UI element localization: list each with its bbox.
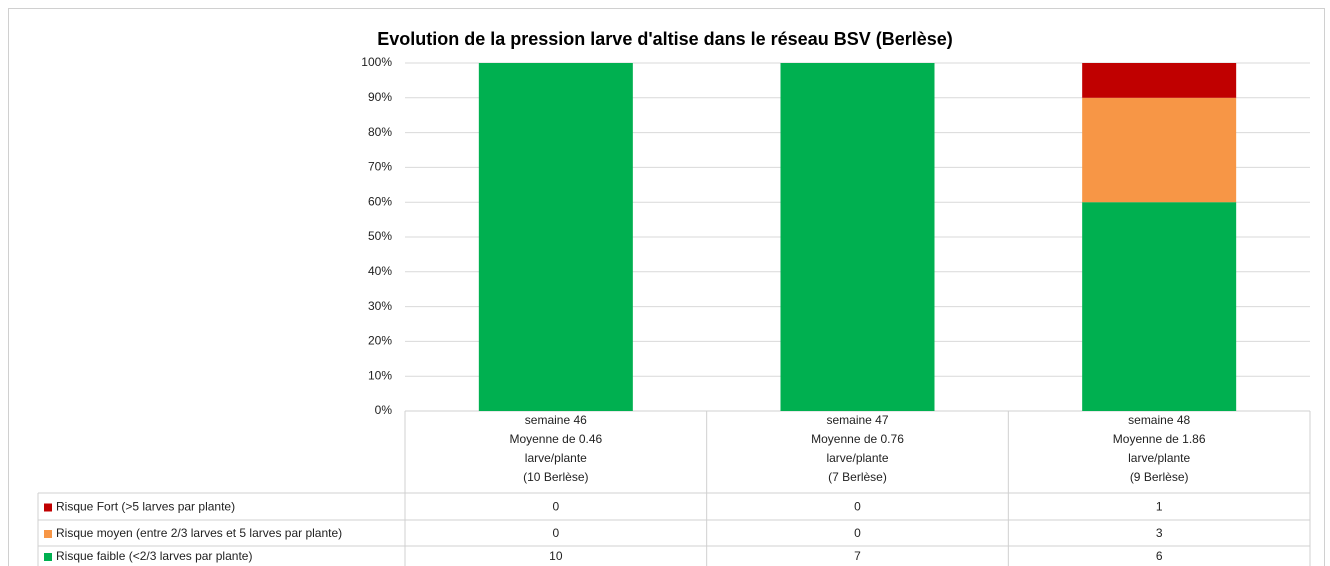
x-tick-label: larve/plante (826, 451, 888, 465)
x-tick-label: (7 Berlèse) (828, 470, 887, 484)
chart-title: Evolution de la pression larve d'altise … (377, 29, 953, 49)
bar-segment (478, 63, 633, 411)
y-tick-label: 10% (368, 368, 392, 382)
y-tick-label: 40% (368, 264, 392, 278)
table-value: 0 (552, 500, 559, 514)
bar-segment (780, 63, 935, 411)
bar-segment (1082, 202, 1237, 411)
x-tick-label: Moyenne de 0.76 (811, 432, 904, 446)
legend-label: Risque Fort (>5 larves par plante) (56, 500, 235, 514)
x-tick-label: semaine 48 (1128, 413, 1190, 427)
legend-key (44, 553, 52, 561)
table-value: 3 (1156, 526, 1163, 540)
legend-label: Risque moyen (entre 2/3 larves et 5 larv… (56, 526, 342, 540)
legend-key (44, 530, 52, 538)
legend-key (44, 503, 52, 512)
bar-segment (1082, 97, 1237, 203)
x-tick-label: larve/plante (1128, 451, 1190, 465)
chart-border (8, 8, 1325, 566)
x-tick-label: semaine 47 (826, 413, 888, 427)
bar-segment (1082, 63, 1237, 98)
y-tick-label: 100% (361, 55, 392, 69)
x-tick-label: Moyenne de 1.86 (1113, 432, 1206, 446)
table-value: 0 (854, 526, 861, 540)
table-value: 0 (552, 526, 559, 540)
x-tick-label: (9 Berlèse) (1130, 470, 1189, 484)
legend-label: Risque faible (<2/3 larves par plante) (56, 549, 252, 563)
table-value: 0 (854, 500, 861, 514)
y-tick-label: 70% (368, 160, 392, 174)
y-tick-label: 20% (368, 334, 392, 348)
table-value: 7 (854, 549, 861, 563)
y-tick-label: 90% (368, 90, 392, 104)
x-tick-label: semaine 46 (525, 413, 587, 427)
table-value: 6 (1156, 549, 1163, 563)
y-tick-label: 0% (375, 403, 393, 417)
y-tick-label: 50% (368, 229, 392, 243)
y-tick-label: 80% (368, 125, 392, 139)
x-tick-label: (10 Berlèse) (523, 470, 588, 484)
y-tick-label: 60% (368, 194, 392, 208)
x-tick-label: larve/plante (525, 451, 587, 465)
table-value: 10 (549, 549, 563, 563)
y-tick-label: 30% (368, 299, 392, 313)
x-tick-label: Moyenne de 0.46 (509, 432, 602, 446)
table-value: 1 (1156, 500, 1163, 514)
